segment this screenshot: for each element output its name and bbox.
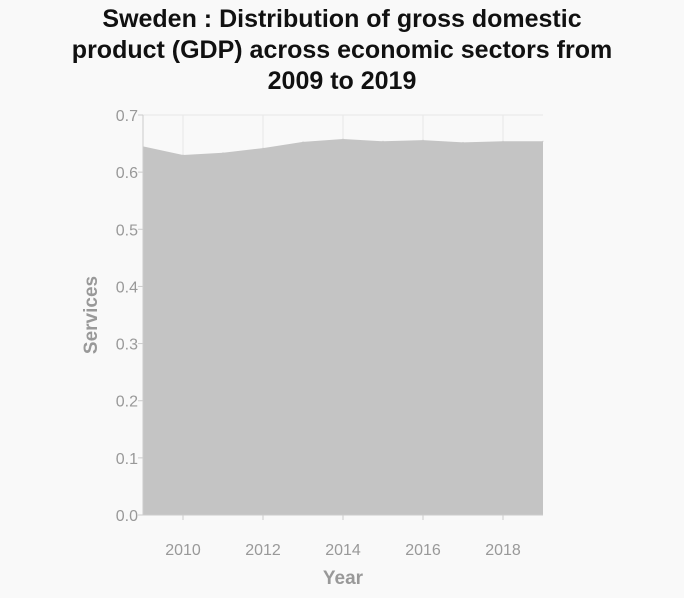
y-tick-label: 0.1 [116,451,138,468]
y-tick-label: 0.2 [116,394,138,411]
y-tick-label: 0.0 [116,508,138,525]
x-tick-label: 2010 [165,542,201,559]
chart-title-line-3: 2009 to 2019 [267,67,417,95]
x-tick-label: 2018 [485,542,521,559]
x-tick-label: 2012 [245,542,281,559]
data-point [262,147,264,149]
x-axis-label: Year [323,568,364,589]
data-point [222,152,224,154]
data-point [342,138,344,140]
data-point [462,141,464,143]
services-area [143,139,543,515]
chart-title: Sweden : Distribution of gross domestic … [0,4,684,97]
chart-title-line-1: Sweden : Distribution of gross domestic [102,5,582,33]
chart-title-line-2: product (GDP) across economic sectors fr… [71,36,613,64]
x-tick-label: 2014 [325,542,361,559]
y-tick-label: 0.7 [116,108,138,125]
x-tick-label: 2016 [405,542,441,559]
y-tick-label: 0.5 [116,222,138,239]
y-tick-label: 0.4 [116,279,138,296]
y-tick-label: 0.6 [116,165,138,182]
y-axis-label: Services [81,276,102,354]
data-point [542,140,544,142]
data-point [302,141,304,143]
data-point [422,139,424,141]
data-point [502,140,504,142]
y-tick-label: 0.3 [116,337,138,354]
data-point [382,140,384,142]
data-point [182,154,184,156]
